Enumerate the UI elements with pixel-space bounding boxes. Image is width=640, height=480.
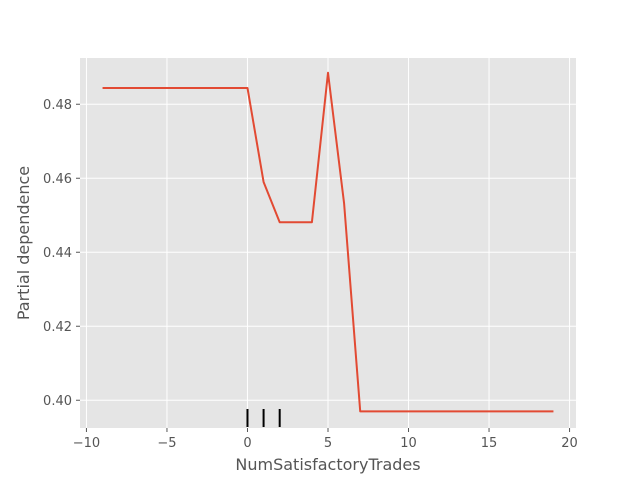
y-tick-label: 0.46 <box>43 172 72 187</box>
grid <box>80 58 576 428</box>
y-tick-label: 0.48 <box>43 98 72 113</box>
x-tick-label: −10 <box>73 436 100 451</box>
x-axis-ticks: −10 −5 0 5 10 15 20 <box>73 428 578 451</box>
y-axis-label: Partial dependence <box>14 166 33 320</box>
y-tick-label: 0.40 <box>43 394 72 409</box>
x-tick-label: 15 <box>481 436 498 451</box>
y-tick-label: 0.42 <box>43 320 72 335</box>
y-axis-ticks: 0.40 0.42 0.44 0.46 0.48 <box>43 98 80 409</box>
series-lines <box>102 71 554 413</box>
x-tick-label: 20 <box>561 436 578 451</box>
series-line <box>102 71 554 413</box>
x-tick-label: 10 <box>400 436 417 451</box>
x-axis-label: NumSatisfactoryTrades <box>235 455 420 474</box>
x-tick-label: −5 <box>157 436 176 451</box>
rug-marks <box>246 409 281 427</box>
x-tick-label: 0 <box>243 436 251 451</box>
x-tick-label: 5 <box>324 436 332 451</box>
y-tick-label: 0.44 <box>43 246 72 261</box>
